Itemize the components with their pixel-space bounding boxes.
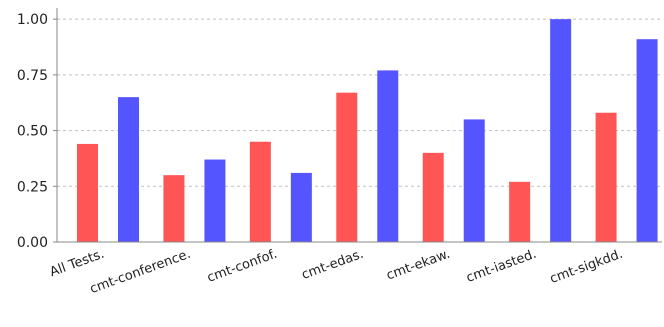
x-tick-label-5: cmt-iasted.	[464, 247, 538, 286]
x-tick-label-2: cmt-confof.	[205, 247, 279, 286]
bar-series2-3	[377, 70, 398, 242]
bar-series1-2	[250, 142, 271, 242]
bar-series2-1	[204, 160, 225, 242]
x-tick-label-4: cmt-ekaw.	[385, 247, 453, 284]
y-tick-label-2: 0.50	[17, 124, 48, 140]
bar-series1-5	[509, 182, 530, 242]
bar-series1-1	[163, 175, 184, 242]
bar-series1-0	[77, 144, 98, 242]
y-tick-label-1: 0.25	[17, 179, 48, 195]
y-tick-label-3: 0.75	[17, 68, 48, 84]
bar-series1-4	[423, 153, 444, 242]
bar-series2-6	[637, 39, 658, 242]
bar-series2-2	[291, 173, 312, 242]
bar-series2-4	[464, 119, 485, 242]
x-tick-label-3: cmt-edas.	[300, 247, 366, 283]
y-tick-label-4: 1.00	[17, 12, 48, 28]
bar-series2-5	[550, 19, 571, 242]
bar-series1-3	[336, 93, 357, 242]
bar-series2-0	[118, 97, 139, 242]
y-tick-label-0: 0.00	[17, 235, 48, 251]
x-tick-label-6: cmt-sigkdd.	[548, 247, 625, 287]
x-tick-label-0: All Tests.	[48, 247, 106, 281]
bar-series1-6	[596, 113, 617, 242]
